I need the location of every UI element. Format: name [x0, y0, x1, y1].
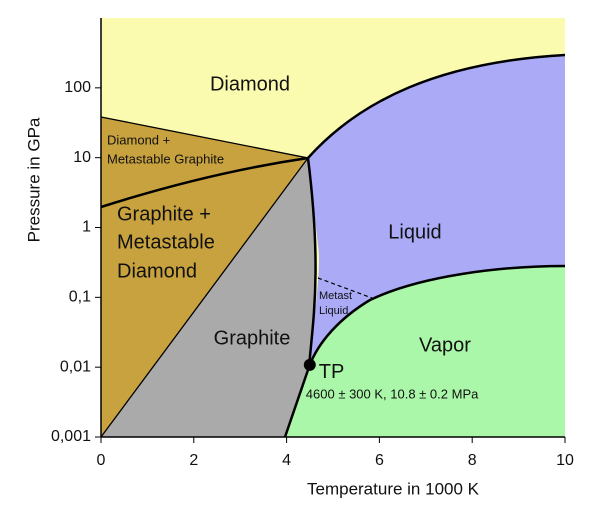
metastable-boundary — [317, 277, 373, 299]
region-liquid — [308, 55, 565, 367]
point-name: TP — [319, 361, 345, 383]
y-tick-label: 0,1 — [69, 289, 91, 306]
x-axis-title: Temperature in 1000 K — [307, 479, 480, 498]
boundary — [100, 156, 309, 209]
x-tick-label: 4 — [282, 452, 291, 469]
region-label: Diamond + — [107, 132, 170, 147]
region-label: Liquid — [319, 305, 348, 317]
y-tick-label: 100 — [64, 79, 91, 96]
x-tick-label: 0 — [97, 452, 106, 469]
region-label: Vapor — [419, 334, 471, 356]
triple-point — [303, 358, 316, 371]
region-label: Diamond — [117, 260, 197, 282]
x-tick-label: 2 — [189, 452, 198, 469]
y-axis-title: Pressure in GPa — [24, 117, 43, 242]
region-label: Metast — [319, 290, 352, 302]
y-tick-label: 0,01 — [60, 358, 91, 375]
boundary — [307, 53, 566, 159]
y-tick-label: 10 — [73, 149, 91, 166]
region-diamond-metastable-graphite — [101, 117, 308, 207]
point-label: 4600 ± 300 K, 10.8 ± 0.2 MPa — [306, 386, 479, 401]
region-graphite — [101, 158, 316, 437]
region-label: Graphite — [214, 327, 291, 349]
y-tick-label: 0,001 — [51, 428, 91, 445]
boundary — [283, 157, 317, 438]
x-tick-label: 8 — [468, 452, 477, 469]
boundary — [307, 264, 566, 368]
region-vapor — [285, 266, 565, 437]
region-label: Liquid — [388, 221, 441, 243]
region-label: Metastable Graphite — [107, 151, 224, 166]
y-tick-label: 1 — [82, 219, 91, 236]
x-tick-label: 6 — [375, 452, 384, 469]
region-label: Metastable — [117, 231, 215, 253]
region-label: Diamond — [210, 73, 290, 95]
x-tick-label: 10 — [556, 452, 574, 469]
region-label: Graphite + — [117, 203, 211, 225]
